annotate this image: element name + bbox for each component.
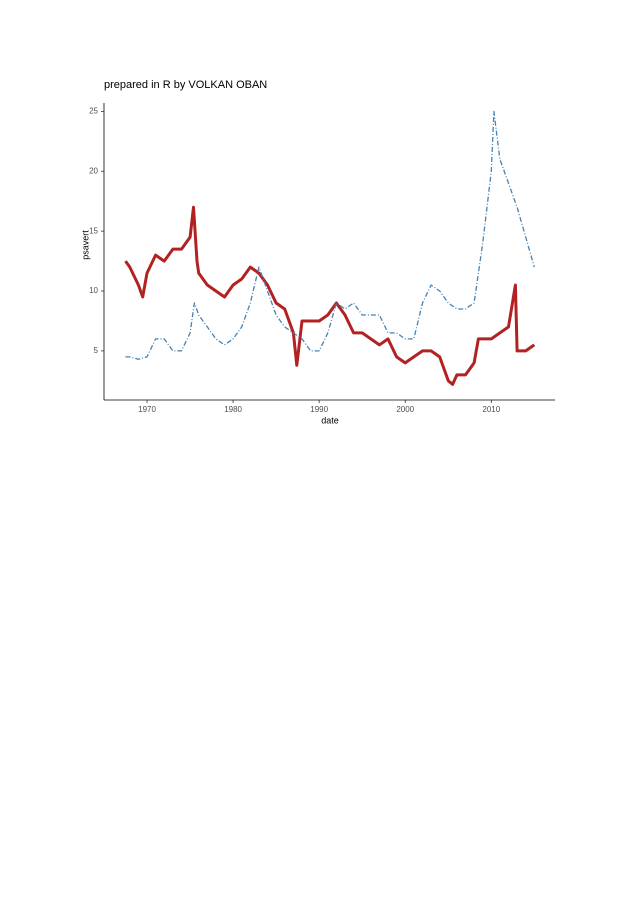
y-tick-label: 15: [89, 226, 98, 235]
x-tick-label: 1970: [138, 405, 156, 414]
chart-title: prepared in R by VOLKAN OBAN: [104, 79, 267, 91]
y-tick-label: 20: [89, 166, 98, 175]
y-axis-label: psavert: [80, 230, 90, 260]
x-axis-label: date: [321, 415, 339, 425]
series-line: [125, 110, 535, 360]
series-line: [124, 205, 536, 386]
y-tick-label: 25: [89, 106, 98, 115]
x-tick-label: 2010: [482, 405, 500, 414]
x-tick-label: 1990: [310, 405, 328, 414]
x-tick-label: 2000: [396, 405, 414, 414]
y-tick-label: 10: [89, 286, 98, 295]
x-tick-label: 1980: [224, 405, 242, 414]
y-tick-label: 5: [94, 346, 99, 355]
